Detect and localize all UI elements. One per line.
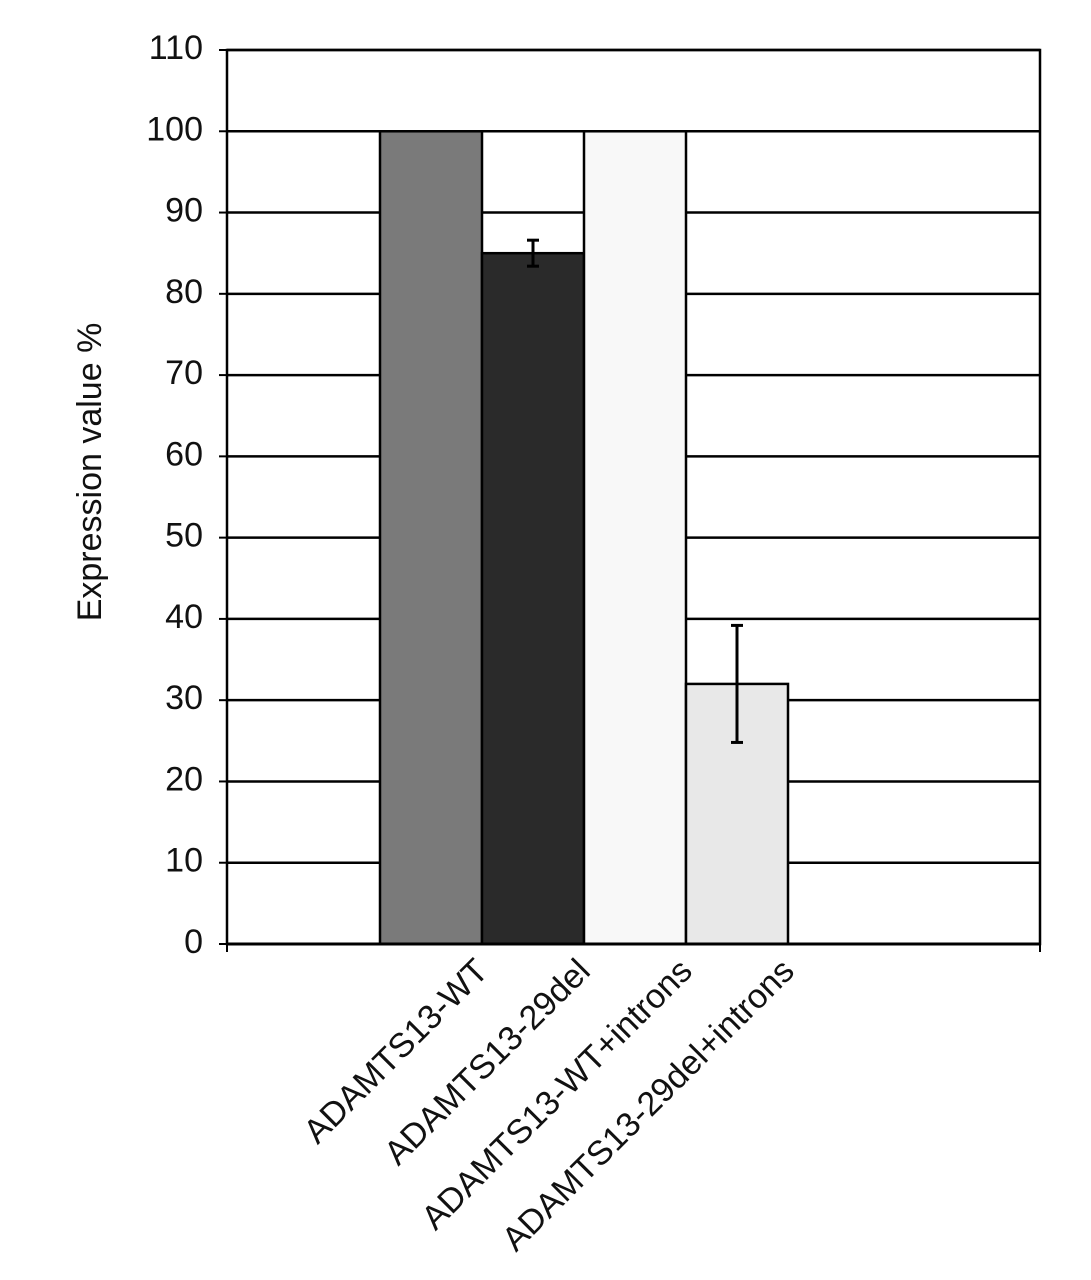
y-tick-label: 0: [184, 923, 203, 961]
y-tick-label: 40: [165, 598, 203, 636]
y-tick-label: 30: [165, 679, 203, 717]
y-tick-label: 100: [146, 110, 203, 148]
y-tick-label: 10: [165, 842, 203, 880]
y-tick-label: 20: [165, 760, 203, 798]
y-tick-label: 60: [165, 435, 203, 473]
x-tick-label: ADAMTS13-WT: [296, 952, 495, 1151]
y-tick-label: 90: [165, 192, 203, 230]
bar: [378, 130, 484, 946]
y-tick-label: 70: [165, 354, 203, 392]
error-bar: [731, 623, 743, 744]
y-axis-label: Expression value %: [71, 323, 109, 622]
bar: [480, 251, 586, 946]
y-tick-label: 110: [149, 29, 203, 67]
y-tick-label: 50: [165, 517, 203, 555]
y-tick-label: 80: [165, 273, 203, 311]
error-bar: [527, 238, 539, 268]
bar: [582, 130, 688, 946]
